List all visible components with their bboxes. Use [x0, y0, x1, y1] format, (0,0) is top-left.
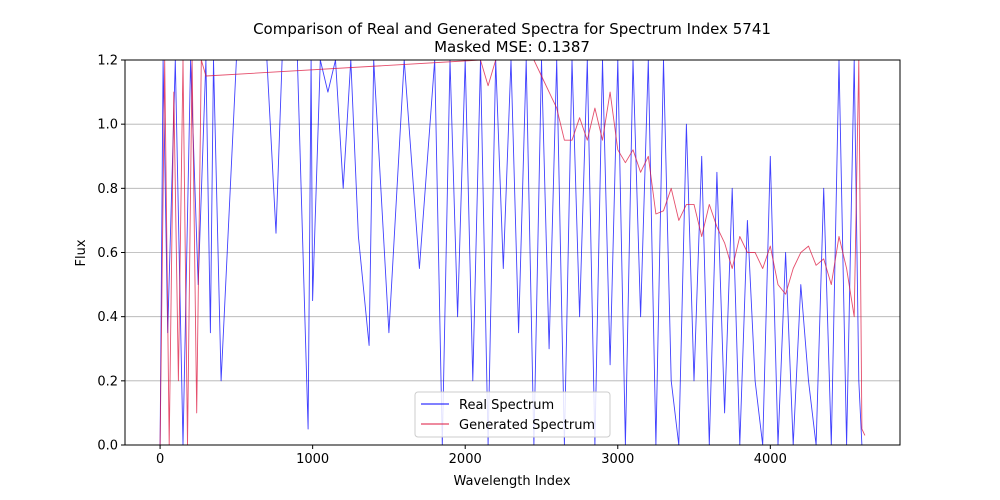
y-tick-label: 1.0 [97, 118, 118, 133]
y-tick-label: 1.2 [97, 54, 118, 69]
x-tick-label: 1000 [296, 452, 329, 467]
x-tick-label: 4000 [754, 452, 787, 467]
x-axis-label: Wavelength Index [453, 474, 570, 489]
legend: Real Spectrum Generated Spectrum [414, 391, 611, 438]
y-tick-label: 0.2 [97, 374, 118, 389]
x-axis: 0 1000 2000 3000 4000 [156, 445, 787, 467]
y-axis: 0.0 0.2 0.4 0.6 0.8 1.0 1.2 [97, 54, 125, 454]
legend-real-label: Real Spectrum [459, 398, 554, 413]
y-tick-label: 0.8 [97, 182, 118, 197]
y-axis-label: Flux [74, 239, 89, 266]
legend-box [414, 391, 611, 438]
generated-spectrum-line [159, 60, 866, 445]
series-layer [159, 60, 866, 445]
x-tick-label: 0 [156, 452, 164, 467]
y-tick-label: 0.4 [97, 310, 118, 325]
x-tick-label: 2000 [449, 452, 482, 467]
legend-generated-label: Generated Spectrum [459, 418, 595, 433]
x-tick-label: 3000 [601, 452, 634, 467]
y-tick-label: 0.6 [97, 246, 118, 261]
y-tick-label: 0.0 [97, 439, 118, 454]
chart-title: Comparison of Real and Generated Spectra… [253, 20, 771, 38]
chart-subtitle: Masked MSE: 0.1387 [434, 38, 590, 56]
real-spectrum-line [159, 60, 863, 445]
